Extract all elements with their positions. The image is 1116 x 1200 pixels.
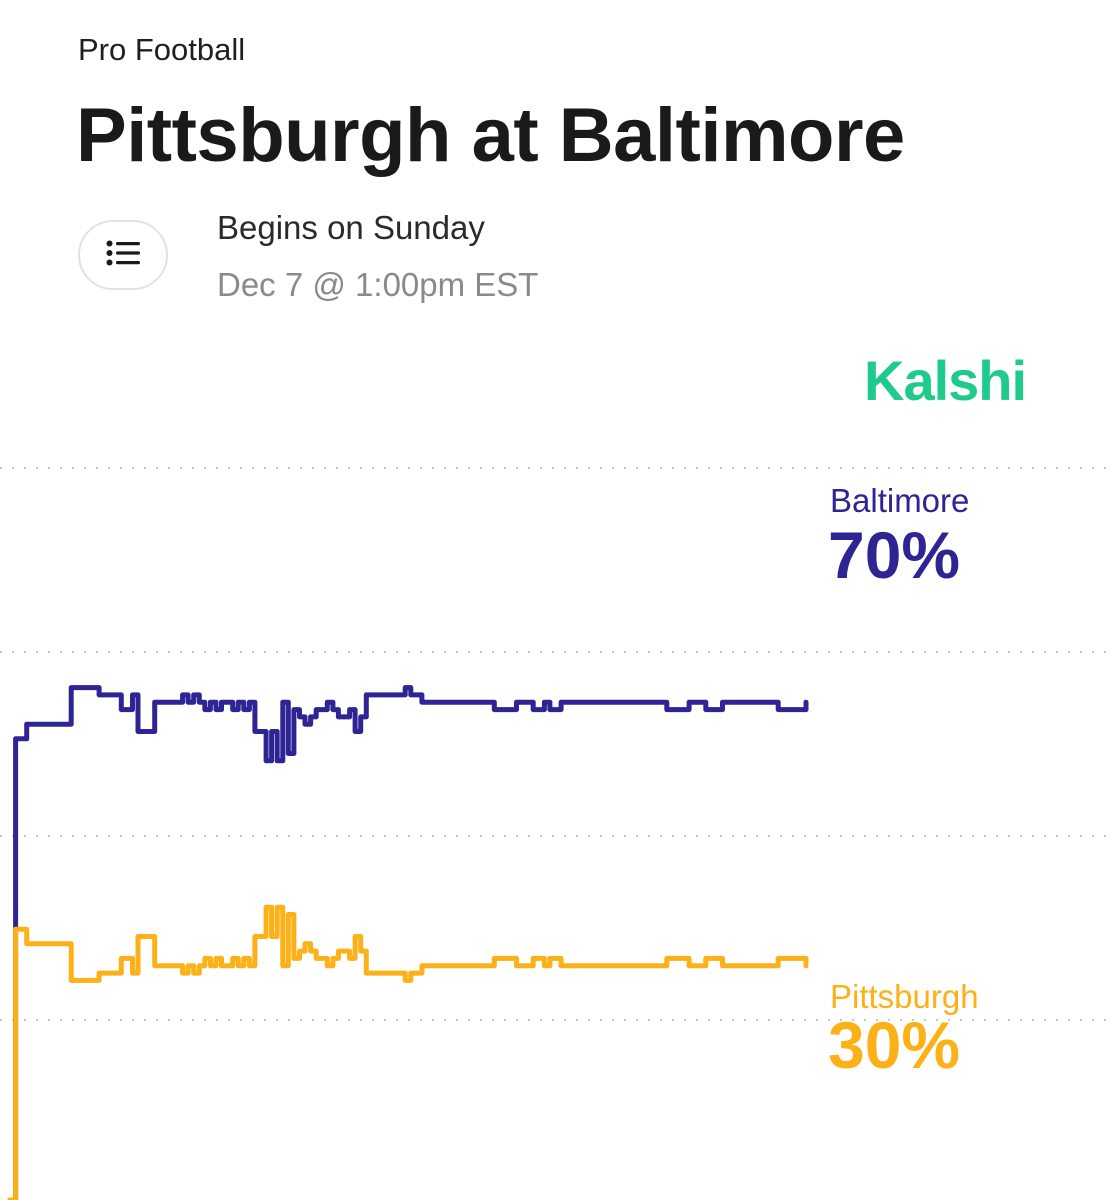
list-icon [106, 240, 140, 271]
league-label: Pro Football [78, 32, 246, 67]
series-label-baltimore: Baltimore [830, 482, 969, 519]
page-title: Pittsburgh at Baltimore [76, 93, 905, 178]
series-line-baltimore [7, 685, 809, 1200]
menu-button[interactable] [78, 220, 168, 290]
series-value-baltimore: 70% [828, 518, 960, 592]
begins-label: Begins on Sunday [217, 209, 485, 246]
series-line-pittsburgh [7, 904, 809, 1200]
series-value-pittsburgh: 30% [828, 1008, 960, 1082]
game-datetime: Dec 7 @ 1:00pm EST [217, 266, 539, 303]
brand-logo: Kalshi [864, 349, 1027, 412]
series-label-pittsburgh: Pittsburgh [830, 978, 979, 1015]
